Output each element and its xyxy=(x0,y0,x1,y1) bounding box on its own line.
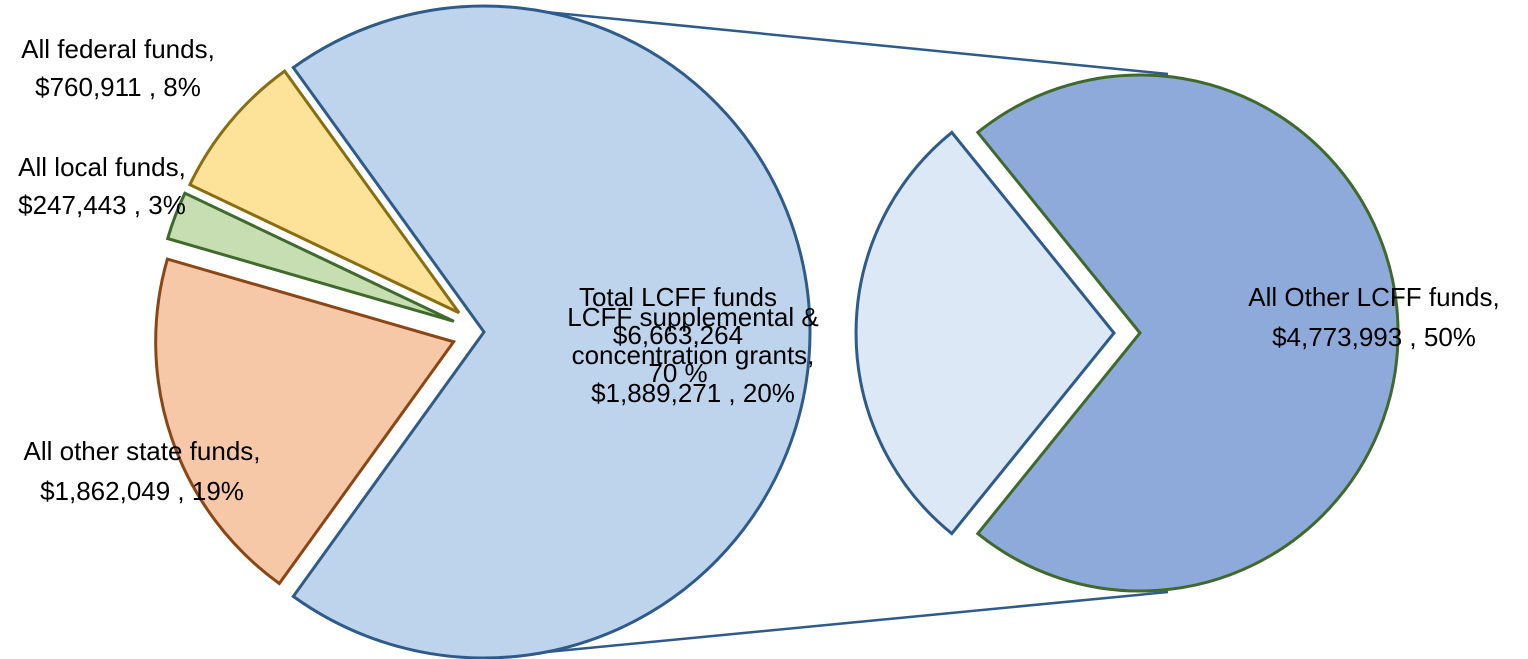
label-state-line2: $1,862,049 , 19% xyxy=(40,476,244,506)
label-lcff-line3: 70 % xyxy=(648,358,707,388)
label-local: All local funds, $247,443 , 3% xyxy=(18,152,186,220)
label-other-state: All other state funds, $1,862,049 , 19% xyxy=(23,436,260,506)
label-federal: All federal funds, $760,911 , 8% xyxy=(21,34,215,102)
label-other-lcff-line1: All Other LCFF funds, xyxy=(1248,282,1499,312)
slice-other-state xyxy=(154,257,457,586)
slice-total-lcff xyxy=(291,4,812,659)
label-supplemental: LCFF supplemental & concentration grants… xyxy=(567,302,818,408)
label-state-line1: All other state funds, xyxy=(23,436,260,466)
label-federal-line2: $760,911 , 8% xyxy=(35,72,201,102)
label-local-line1: All local funds, xyxy=(18,152,186,182)
connector-line-bottom xyxy=(484,590,1169,659)
slice-supplemental xyxy=(854,130,1116,536)
slice-federal xyxy=(187,69,461,315)
slice-local xyxy=(165,191,455,323)
label-lcff-line2: $6,663,264 xyxy=(613,320,743,350)
connector-line-top xyxy=(484,4,1169,76)
label-federal-line1: All federal funds, xyxy=(21,34,215,64)
label-other-lcff-line2: $4,773,993 , 50% xyxy=(1272,322,1476,352)
label-supp-line2: concentration grants, xyxy=(572,340,815,370)
label-local-line2: $247,443 , 3% xyxy=(18,190,186,220)
label-other-lcff: All Other LCFF funds, $4,773,993 , 50% xyxy=(1248,282,1499,352)
label-supp-line3: $1,889,271 , 20% xyxy=(591,378,795,408)
label-total-lcff: Total LCFF funds $6,663,264 70 % xyxy=(579,282,777,388)
label-lcff-line1: Total LCFF funds xyxy=(579,282,777,312)
slice-other-lcff xyxy=(975,73,1400,593)
label-supp-line1: LCFF supplemental & xyxy=(567,302,818,332)
